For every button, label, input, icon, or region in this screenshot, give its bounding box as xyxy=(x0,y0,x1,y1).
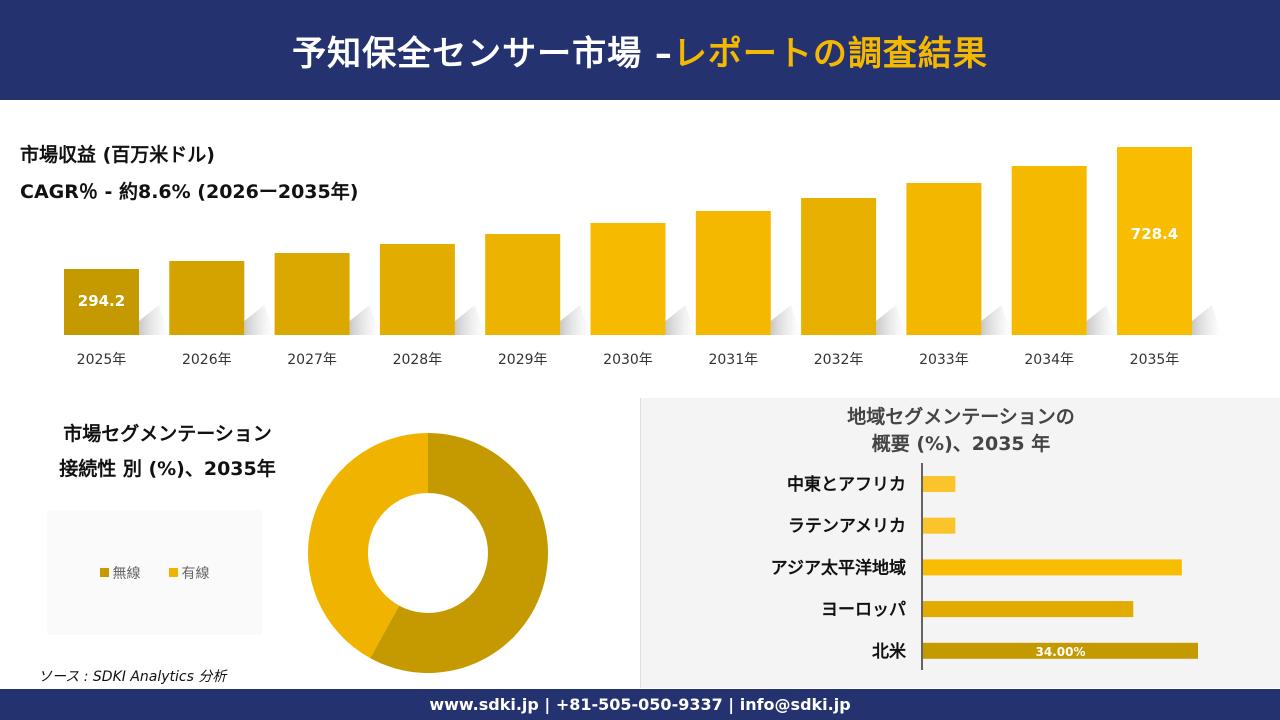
segment-title-line1: 市場セグメンテーション xyxy=(63,423,272,445)
bar-shadow xyxy=(981,305,1012,335)
x-tick-label: 2028年 xyxy=(393,352,443,368)
revenue-title: 市場収益 (百万米ドル) xyxy=(20,144,215,166)
source-note: ソース : SDKI Analytics 分析 xyxy=(38,669,227,685)
region-title: 地域セグメンテーションの 概要 (%)、2035 年 xyxy=(641,404,1280,458)
bar-data-label: 34.00% xyxy=(1036,645,1086,659)
x-tick-label: 2027年 xyxy=(287,352,337,368)
revenue-bar xyxy=(1011,165,1087,335)
legend-label: 有線 xyxy=(181,565,210,582)
legend-item-wireless: 無線 xyxy=(99,563,141,583)
report-title: 予知保全センサー市場 – xyxy=(292,33,673,74)
bar-shadow xyxy=(770,305,801,335)
x-tick-label: 2034年 xyxy=(1024,352,1074,368)
revenue-bar xyxy=(801,197,877,335)
revenue-bar-chart: 2025年 294.2 2026年 2027年 2028年 2029年 2030年 2031年… xyxy=(64,146,1222,368)
legend-label: 無線 xyxy=(112,565,141,582)
region-bar xyxy=(923,476,956,492)
bar-shadow xyxy=(665,305,696,335)
bar-shadow xyxy=(139,305,169,335)
bar-shadow xyxy=(349,305,380,335)
region-bar xyxy=(923,517,956,534)
legend-item-wired: 有線 xyxy=(168,563,210,583)
region-label: 北米 xyxy=(872,641,907,662)
x-tick-label: 2025年 xyxy=(77,352,127,368)
revenue-bar xyxy=(1117,146,1192,335)
connectivity-segment-panel: 市場セグメンテーション 接続性 別 (%)、2035年 無線 有線 ソース : … xyxy=(0,398,640,688)
bar-shadow xyxy=(454,305,485,335)
revenue-bar xyxy=(379,243,455,335)
revenue-bar xyxy=(906,182,982,335)
region-segment-panel: 地域セグメンテーションの 概要 (%)、2035 年 中東とアフリカ ラテンアメリ… xyxy=(640,398,1280,688)
bar-shadow xyxy=(244,305,275,335)
legend-swatch xyxy=(99,568,109,577)
bar-shadow xyxy=(560,305,591,335)
bar-shadow xyxy=(1192,305,1222,335)
footer-contact: www.sdki.jp | +81-505-050-9337 | info@sd… xyxy=(0,689,1280,720)
revenue-bar xyxy=(485,233,561,335)
x-tick-label: 2032年 xyxy=(814,352,864,368)
revenue-bar xyxy=(274,253,350,335)
x-tick-label: 2035年 xyxy=(1130,352,1180,368)
region-bar xyxy=(923,601,1134,618)
x-tick-label: 2031年 xyxy=(708,352,758,368)
bar-data-label: 294.2 xyxy=(78,292,125,310)
segment-title-line2: 接続性 別 (%)、2035年 xyxy=(59,458,276,480)
region-label: ラテンアメリカ xyxy=(788,517,906,537)
legend-swatch xyxy=(168,568,178,577)
x-tick-label: 2033年 xyxy=(919,352,969,368)
connectivity-donut-chart xyxy=(307,433,548,673)
revenue-bar xyxy=(695,211,771,335)
donut-legend: 無線 有線 xyxy=(47,510,262,635)
bar-shadow xyxy=(876,305,907,335)
revenue-bar xyxy=(64,268,139,335)
report-title-accent: レポートの調査結果 xyxy=(672,33,988,74)
bar-data-label: 728.4 xyxy=(1131,225,1178,243)
x-tick-label: 2030年 xyxy=(603,352,653,368)
region-label: ヨーロッパ xyxy=(821,600,906,620)
region-title-line2: 概要 (%)、2035 年 xyxy=(871,433,1051,455)
donut-slice-1 xyxy=(307,433,428,659)
bar-shadow xyxy=(1086,305,1117,335)
region-bar xyxy=(923,642,1198,659)
region-label: アジア太平洋地域 xyxy=(771,557,906,578)
cagr-label: CAGR％ - 約8.6% (2026ー2035年) xyxy=(20,181,359,203)
revenue-bar xyxy=(169,260,245,335)
x-tick-label: 2026年 xyxy=(182,352,232,368)
report-header: 予知保全センサー市場 – レポートの調査結果 xyxy=(0,0,1280,100)
revenue-bar xyxy=(590,223,666,335)
region-label: 中東とアフリカ xyxy=(787,474,906,495)
donut-slice-0 xyxy=(370,433,548,673)
x-tick-label: 2029年 xyxy=(498,352,548,368)
region-title-line1: 地域セグメンテーションの xyxy=(847,406,1075,428)
region-bar xyxy=(923,559,1182,576)
